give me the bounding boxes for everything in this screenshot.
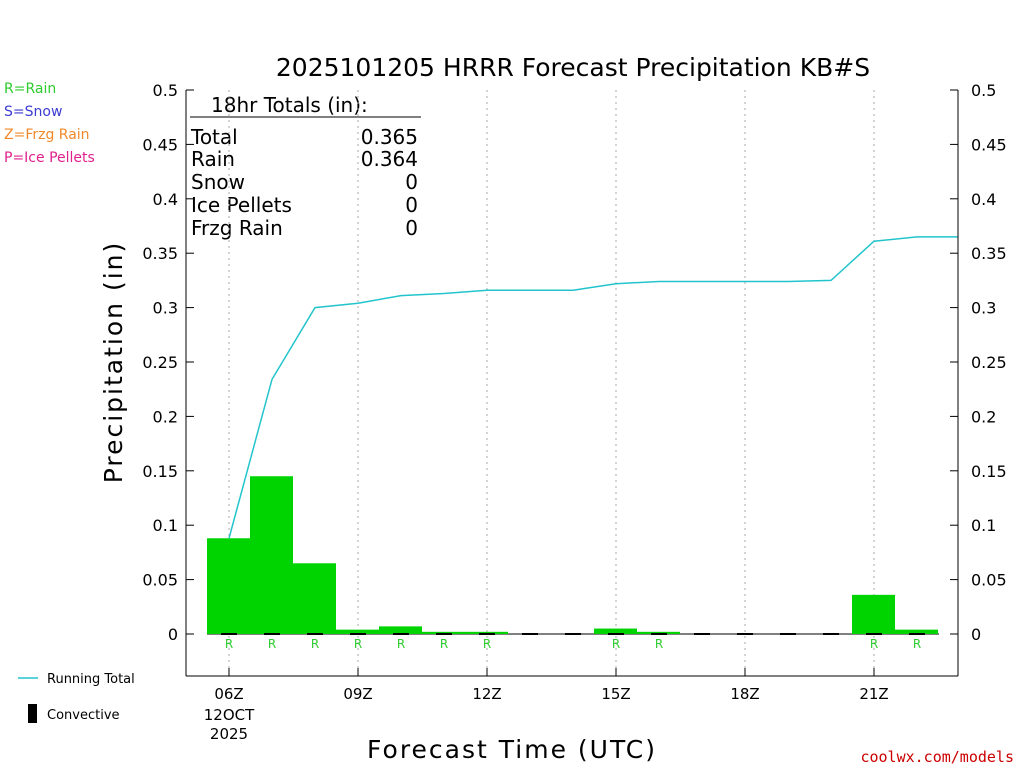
y-tick-label-right-3: 0.15 <box>971 462 1007 481</box>
y-tick-label-left-0: 0 <box>168 625 178 644</box>
plot-area: R R R R R R R R R R R0 00.05 0.050.1 0.10.15 0.150.2 0.… <box>142 81 1006 743</box>
ptype-marker-11z: R <box>440 637 448 651</box>
totals-value-rain: 0.364 <box>361 147 418 171</box>
totals-label-snow: Snow <box>191 170 245 194</box>
bar-9z <box>336 629 379 634</box>
ptype-key-snow: S=Snow <box>4 104 63 120</box>
ptype-marker-9z: R <box>354 637 362 651</box>
y-tick-label-left-10: 0.5 <box>153 81 178 100</box>
y-tick-label-right-0: 0 <box>971 625 981 644</box>
x-tick-label-4: 18Z <box>730 685 759 703</box>
totals-label-frzg-rain: Frzg Rain <box>191 216 283 240</box>
y-tick-label-right-10: 0.5 <box>971 81 996 100</box>
x-tick-label-2: 12Z <box>472 685 501 703</box>
ptype-marker-21z: R <box>870 637 878 651</box>
totals-label-total: Total <box>190 125 238 149</box>
totals-value-ice-pellets: 0 <box>405 193 418 217</box>
ptype-marker-7z: R <box>268 637 276 651</box>
totals-label-rain: Rain <box>191 147 235 171</box>
ptype-marker-8z: R <box>311 637 319 651</box>
chart-title: 2025101205 HRRR Forecast Precipitation K… <box>276 53 870 82</box>
bar-15z <box>594 628 637 634</box>
bar-11z <box>422 631 465 634</box>
bar-22z <box>895 629 938 634</box>
bar-16z <box>637 631 680 634</box>
y-tick-label-left-5: 0.25 <box>142 353 178 372</box>
y-tick-label-left-1: 0.05 <box>142 571 178 590</box>
legend-running-total-label: Running Total <box>47 672 135 687</box>
bar-10z <box>379 626 422 634</box>
y-tick-label-right-2: 0.1 <box>971 516 996 535</box>
ptype-marker-10z: R <box>397 637 405 651</box>
y-tick-label-left-3: 0.15 <box>142 462 178 481</box>
y-tick-label-left-6: 0.3 <box>153 299 178 318</box>
y-tick-label-right-5: 0.25 <box>971 353 1007 372</box>
y-tick-label-right-4: 0.2 <box>971 407 996 426</box>
bar-8z <box>293 563 336 634</box>
y-tick-label-right-9: 0.45 <box>971 135 1007 154</box>
bar-12z <box>465 631 508 634</box>
ptype-key-ice-pellets: P=Ice Pellets <box>4 150 95 166</box>
legend-convective-label: Convective <box>47 708 120 723</box>
y-tick-label-left-7: 0.35 <box>142 244 178 263</box>
bar-21z <box>852 594 895 634</box>
ptype-marker-15z: R <box>612 637 620 651</box>
ptype-marker-6z: R <box>225 637 233 651</box>
y-tick-label-right-1: 0.05 <box>971 571 1007 590</box>
y-tick-label-left-2: 0.1 <box>153 516 178 535</box>
y-tick-label-left-9: 0.45 <box>142 135 178 154</box>
totals-label-ice-pellets: Ice Pellets <box>191 193 292 217</box>
ptype-marker-12z: R <box>483 637 491 651</box>
totals-heading: 18hr Totals (in): <box>211 93 368 117</box>
credit-text: coolwx.com/models <box>860 748 1014 766</box>
ptype-marker-16z: R <box>655 637 663 651</box>
x-tick-label-0: 06Z <box>214 685 243 703</box>
totals-value-total: 0.365 <box>361 125 418 149</box>
totals-value-frzg-rain: 0 <box>405 216 418 240</box>
x-tick-label-5: 21Z <box>859 685 888 703</box>
totals-value-snow: 0 <box>405 170 418 194</box>
y-tick-label-left-8: 0.4 <box>153 190 178 209</box>
ptype-key-frzg-rain: Z=Frzg Rain <box>4 127 90 143</box>
x-tick-sublabel-year: 2025 <box>210 725 248 743</box>
y-tick-label-left-4: 0.2 <box>153 407 178 426</box>
y-tick-label-right-8: 0.4 <box>971 190 996 209</box>
y-axis-label: Precipitation (in) <box>99 241 128 484</box>
y-tick-label-right-6: 0.3 <box>971 299 996 318</box>
x-axis-label: Forecast Time (UTC) <box>367 735 657 764</box>
x-tick-label-1: 09Z <box>343 685 372 703</box>
y-tick-label-right-7: 0.35 <box>971 244 1007 263</box>
ptype-key-rain: R=Rain <box>4 81 57 97</box>
running-total-line <box>228 236 958 539</box>
x-tick-sublabel-date: 12OCT <box>204 706 255 724</box>
ptype-marker-22z: R <box>913 637 921 651</box>
x-tick-label-3: 15Z <box>601 685 630 703</box>
legend-convective-swatch <box>28 704 37 723</box>
bar-7z <box>250 476 293 634</box>
bar-6z <box>207 538 250 634</box>
